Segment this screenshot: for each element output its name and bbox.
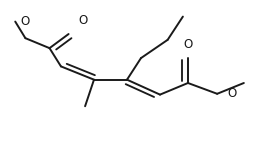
Text: O: O <box>79 14 88 27</box>
Text: O: O <box>183 39 193 51</box>
Text: O: O <box>227 87 236 100</box>
Text: O: O <box>21 15 30 28</box>
